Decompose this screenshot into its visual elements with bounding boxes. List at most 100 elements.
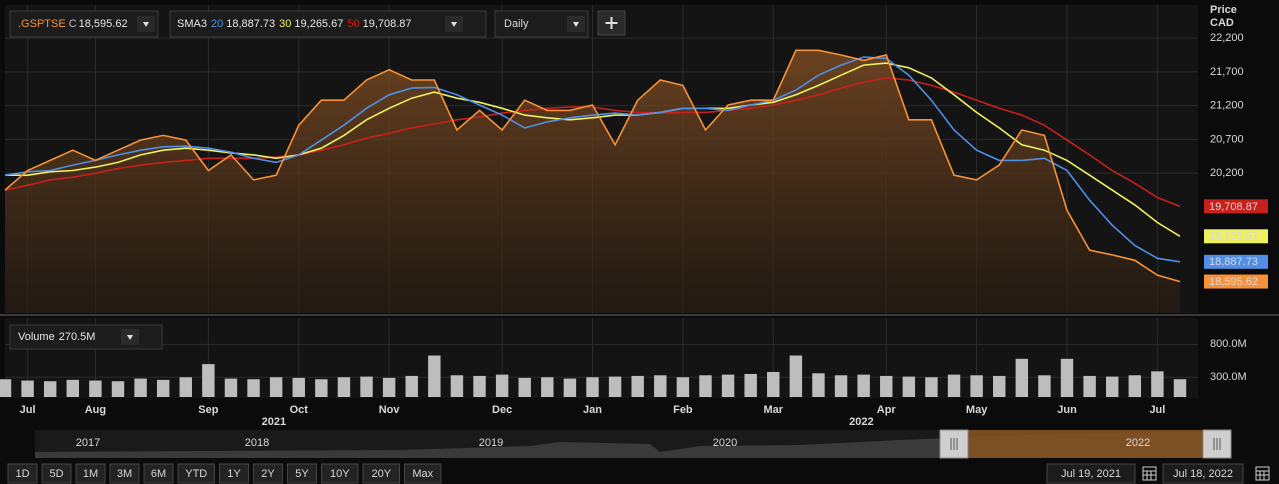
last-value-label: 19,265.67	[1209, 231, 1258, 243]
add-icon	[605, 17, 618, 29]
range-button[interactable]	[287, 463, 317, 484]
start-date-box[interactable]	[1046, 463, 1136, 484]
x-tick-label: Oct	[290, 404, 309, 416]
dropdown-arrow	[573, 22, 579, 27]
volume-bar	[156, 379, 170, 397]
legend-part: 30	[279, 18, 291, 30]
volume-bar	[1151, 371, 1164, 397]
volume-bar	[993, 375, 1006, 397]
volume-bar	[1083, 375, 1096, 397]
volume-bar	[1105, 376, 1119, 397]
x-tick-label: Jul	[20, 404, 36, 416]
x-tick-label: Aug	[85, 404, 106, 416]
y-tick-label: 21,200	[1210, 100, 1244, 112]
legend-part: Volume	[18, 331, 55, 343]
legend-part: 19,265.67	[294, 18, 343, 30]
y-axis-title: Price	[1210, 4, 1237, 16]
volume-bar	[473, 375, 486, 397]
navigator-year: 2022	[1126, 437, 1150, 449]
x-tick-label: Jul	[1149, 404, 1165, 416]
volume-bar	[66, 379, 80, 397]
year-label: 2022	[849, 416, 873, 428]
volume-bar	[541, 377, 554, 397]
volume-bar	[518, 377, 531, 397]
y-tick-label: 300.0M	[1210, 371, 1247, 383]
series-line	[4, 56, 1181, 263]
volume-bar	[744, 373, 757, 397]
interval-label: Daily	[504, 18, 529, 30]
dropdown-arrow	[451, 22, 457, 27]
legend-part: 18,887.73	[226, 18, 275, 30]
volume-bar	[857, 374, 870, 397]
range-button[interactable]	[41, 463, 72, 484]
range-label: YTD	[185, 468, 207, 480]
last-value-label: 19,708.87	[1209, 201, 1258, 213]
navigator-year: 2017	[76, 437, 100, 449]
handle-grip	[950, 438, 958, 450]
range-label: 1M	[83, 468, 98, 480]
range-button[interactable]	[253, 463, 283, 484]
range-button[interactable]	[75, 463, 106, 484]
range-label: 3M	[117, 468, 132, 480]
legend-part: 20	[211, 18, 223, 30]
range-label: 10Y	[330, 468, 350, 480]
range-label: Max	[412, 468, 433, 480]
range-button[interactable]	[143, 463, 174, 484]
calendar-icon[interactable]	[1255, 466, 1270, 481]
volume-bar	[586, 377, 599, 397]
legend-part: .GSPTSE	[18, 18, 66, 30]
range-button[interactable]	[109, 463, 140, 484]
volume-bar	[880, 375, 893, 397]
range-button[interactable]	[219, 463, 249, 484]
volume-bar	[315, 379, 328, 397]
volume-legend: Volume 270.5M	[18, 331, 95, 343]
calendar-grid	[1256, 470, 1269, 480]
symbol-box[interactable]	[9, 10, 159, 38]
range-button[interactable]	[321, 463, 359, 484]
year-label: 2021	[262, 416, 286, 428]
marks	[0, 49, 1187, 397]
range-button[interactable]	[7, 463, 38, 484]
volume-bar	[1060, 358, 1074, 397]
range-button[interactable]	[362, 463, 400, 484]
calendar-icon[interactable]	[1142, 466, 1157, 481]
volume-bar	[834, 375, 848, 397]
x-tick-label: Mar	[763, 404, 783, 416]
volume-bar	[428, 355, 441, 397]
volume-bar	[224, 378, 238, 397]
range-label: 5Y	[295, 468, 309, 480]
volume-bar	[202, 364, 215, 397]
indicator-box[interactable]	[169, 10, 487, 38]
range-label: 6M	[151, 468, 166, 480]
last-value-box	[1204, 254, 1268, 269]
volume-bar	[21, 380, 34, 397]
volume-bar	[247, 379, 260, 397]
series-line	[4, 49, 1181, 283]
series-line	[5, 62, 1181, 237]
range-label: 20Y	[371, 468, 391, 480]
y-axis-unit: CAD	[1210, 17, 1234, 29]
volume-bar	[405, 375, 418, 397]
end-date-box[interactable]	[1162, 463, 1244, 484]
volume-bar	[337, 377, 351, 397]
end-date: Jul 18, 2022	[1173, 468, 1233, 480]
x-tick-label: May	[966, 404, 988, 416]
volume-bar	[654, 375, 667, 397]
volume-bar	[43, 381, 57, 397]
volume-bar	[902, 376, 916, 397]
x-tick-label: Jan	[583, 404, 602, 416]
volume-bar	[789, 355, 803, 397]
legend-part: 50	[347, 18, 359, 30]
legend-part: C	[69, 18, 77, 30]
volume-bar	[676, 377, 690, 397]
volume-bar	[1173, 379, 1187, 397]
range-button[interactable]	[177, 463, 215, 484]
volume-bar	[269, 377, 283, 397]
symbol-legend: .GSPTSE C 18,595.62	[18, 18, 128, 30]
legend-part: 18,595.62	[79, 18, 128, 30]
range-button[interactable]	[404, 463, 442, 484]
x-tick-label: Jun	[1057, 404, 1077, 416]
volume-bar	[111, 381, 125, 397]
volume-bar	[134, 378, 147, 397]
